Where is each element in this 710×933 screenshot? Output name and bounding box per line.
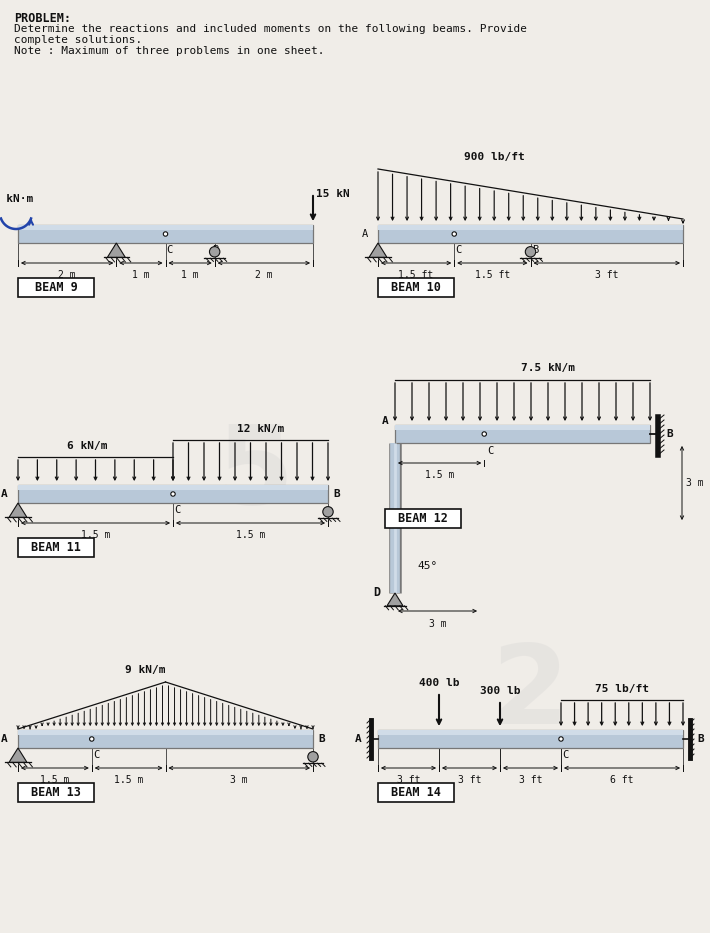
- Text: 5: 5: [217, 420, 294, 526]
- Text: 3 m: 3 m: [231, 775, 248, 785]
- Text: C: C: [562, 750, 568, 760]
- Text: 7.5 kN/m: 7.5 kN/m: [521, 363, 575, 373]
- Text: 3 ft: 3 ft: [519, 775, 542, 785]
- Text: 900 lb/ft: 900 lb/ft: [464, 152, 524, 162]
- Text: 12 kN/m: 12 kN/m: [237, 424, 284, 434]
- Text: 15 kN: 15 kN: [316, 189, 350, 199]
- Text: 2 m: 2 m: [255, 270, 273, 280]
- Text: BEAM 10: BEAM 10: [391, 281, 441, 294]
- Text: B: B: [697, 734, 704, 744]
- Text: 3 ft: 3 ft: [458, 775, 481, 785]
- Bar: [378, 225, 683, 230]
- Text: D: D: [373, 587, 381, 600]
- Circle shape: [171, 492, 175, 496]
- Circle shape: [163, 231, 168, 236]
- Text: 1.5 m: 1.5 m: [81, 530, 110, 540]
- Circle shape: [559, 737, 563, 741]
- Text: A: A: [355, 734, 362, 744]
- Circle shape: [89, 737, 94, 741]
- Text: C: C: [174, 505, 180, 515]
- Text: A: A: [112, 245, 119, 255]
- Circle shape: [482, 432, 486, 437]
- Bar: [18, 730, 313, 748]
- Bar: [378, 278, 454, 297]
- Text: C: C: [167, 245, 173, 255]
- Text: Note : Maximum of three problems in one sheet.: Note : Maximum of three problems in one …: [14, 46, 324, 56]
- Text: C: C: [455, 245, 462, 255]
- Text: C: C: [93, 750, 99, 760]
- Bar: [378, 730, 683, 748]
- Text: 300 lb: 300 lb: [480, 686, 520, 696]
- Text: 1.5 m: 1.5 m: [236, 530, 266, 540]
- Text: A: A: [382, 416, 389, 426]
- Circle shape: [209, 246, 220, 257]
- Text: 6 ft: 6 ft: [611, 775, 634, 785]
- Text: 9 kN/m: 9 kN/m: [125, 665, 165, 675]
- Text: A: A: [1, 734, 8, 744]
- Polygon shape: [107, 243, 126, 258]
- Text: 400 lb: 400 lb: [419, 678, 459, 688]
- Text: 2: 2: [491, 639, 569, 746]
- Text: B: B: [666, 429, 673, 439]
- Polygon shape: [9, 748, 27, 762]
- Text: 1.5 m: 1.5 m: [425, 470, 454, 480]
- Text: B: B: [532, 245, 539, 255]
- Text: 1.5 m: 1.5 m: [40, 775, 70, 785]
- Text: Determine the reactions and included moments on the following beams. Provide: Determine the reactions and included mom…: [14, 24, 527, 34]
- Polygon shape: [369, 243, 387, 258]
- Text: 1.5 ft: 1.5 ft: [475, 270, 510, 280]
- Text: 3 ft: 3 ft: [397, 775, 420, 785]
- Circle shape: [525, 246, 536, 257]
- Text: C: C: [487, 446, 493, 456]
- Bar: [18, 225, 313, 230]
- Text: B: B: [333, 489, 340, 499]
- Text: PROBLEM:: PROBLEM:: [14, 12, 71, 25]
- Bar: [18, 278, 94, 297]
- Text: 3 m: 3 m: [429, 619, 447, 629]
- Bar: [18, 538, 94, 557]
- Text: A: A: [362, 229, 368, 239]
- Text: 30 kN·m: 30 kN·m: [0, 194, 33, 204]
- Text: 1.5 ft: 1.5 ft: [398, 270, 434, 280]
- Text: BEAM 13: BEAM 13: [31, 786, 81, 799]
- Polygon shape: [9, 503, 27, 518]
- Bar: [385, 509, 461, 528]
- Bar: [395, 425, 650, 443]
- Text: 1 m: 1 m: [132, 270, 150, 280]
- Text: 1.5 m: 1.5 m: [114, 775, 143, 785]
- Text: 45°: 45°: [417, 561, 437, 571]
- Circle shape: [452, 231, 457, 236]
- Bar: [18, 730, 313, 734]
- Text: 2 m: 2 m: [58, 270, 76, 280]
- Text: A: A: [1, 489, 8, 499]
- Text: BEAM 9: BEAM 9: [35, 281, 77, 294]
- Text: BEAM 14: BEAM 14: [391, 786, 441, 799]
- Text: BEAM 12: BEAM 12: [398, 512, 448, 525]
- Bar: [18, 225, 313, 243]
- Bar: [18, 783, 94, 802]
- Bar: [395, 425, 650, 429]
- Bar: [18, 485, 328, 490]
- Text: 3 ft: 3 ft: [595, 270, 618, 280]
- Text: 3 m: 3 m: [686, 478, 704, 488]
- Text: 1 m: 1 m: [181, 270, 199, 280]
- Text: BEAM 11: BEAM 11: [31, 541, 81, 554]
- Bar: [378, 730, 683, 734]
- Text: 6 kN/m: 6 kN/m: [67, 441, 108, 451]
- Text: B: B: [212, 245, 219, 255]
- Circle shape: [308, 752, 318, 762]
- Text: B: B: [318, 734, 324, 744]
- Bar: [378, 783, 454, 802]
- Bar: [18, 485, 328, 503]
- Bar: [378, 225, 683, 243]
- Text: 75 lb/ft: 75 lb/ft: [595, 684, 649, 694]
- Polygon shape: [387, 593, 403, 606]
- Text: complete solutions.: complete solutions.: [14, 35, 142, 45]
- Circle shape: [323, 507, 333, 517]
